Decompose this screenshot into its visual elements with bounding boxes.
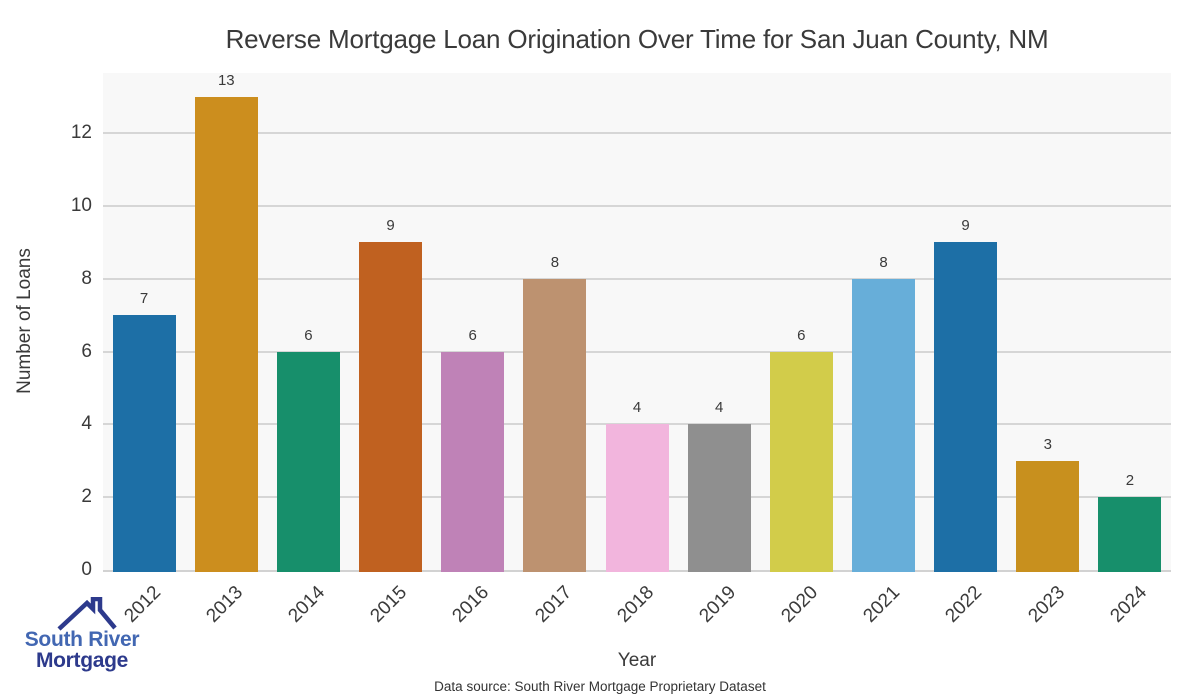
y-tick-label-12: 12 [70, 122, 92, 144]
bar-2015 [359, 242, 422, 572]
bar-value-label-2024: 2 [1125, 472, 1135, 490]
bar-value-label-2020: 6 [797, 326, 806, 344]
bar-2024 [1098, 497, 1162, 572]
x-tick-label-2020: 2020 [777, 582, 823, 627]
y-tick-label-6: 6 [81, 340, 92, 362]
gridline-y-10 [103, 204, 1171, 207]
bar-2020 [769, 351, 833, 572]
y-tick-label-0: 0 [81, 559, 92, 580]
y-tick-label-10: 10 [70, 194, 92, 216]
gridline-y-12 [103, 132, 1171, 135]
bar-value-label-2013: 13 [217, 71, 235, 89]
x-tick-label-2024: 2024 [1106, 582, 1151, 627]
bar-value-label-2014: 6 [304, 326, 313, 344]
bar-2021 [852, 278, 915, 572]
bar-value-label-2022: 9 [961, 217, 970, 235]
bar-value-label-2015: 9 [386, 217, 395, 235]
chart-title: Reverse Mortgage Loan Origination Over T… [225, 24, 1049, 54]
y-tick-label-2: 2 [81, 486, 92, 508]
x-tick-label-2015: 2015 [366, 582, 412, 627]
house-roof-icon [57, 597, 117, 631]
y-tick-label-4: 4 [81, 413, 92, 435]
x-tick-label-2019: 2019 [695, 582, 741, 627]
bar-value-label-2021: 8 [879, 253, 888, 271]
bar-value-label-2023: 3 [1043, 435, 1052, 453]
bar-value-label-2018: 4 [632, 399, 642, 417]
bar-value-label-2012: 7 [139, 290, 149, 308]
bar-2014 [276, 351, 340, 572]
plot-area [103, 73, 1171, 572]
x-tick-label-2013: 2013 [202, 582, 248, 627]
x-tick-label-2022: 2022 [941, 582, 987, 627]
bar-2019 [687, 424, 751, 572]
x-tick-label-2021: 2021 [859, 582, 905, 627]
bar-value-label-2016: 6 [468, 326, 477, 344]
logo-text-mortgage: Mortgage [35, 649, 129, 672]
y-tick-label-8: 8 [81, 267, 92, 289]
bar-2017 [523, 278, 587, 572]
bar-2012 [112, 315, 176, 572]
x-tick-label-2017: 2017 [530, 582, 576, 627]
logo: South River Mortgage [18, 597, 146, 671]
x-axis-label: Year [617, 650, 657, 671]
x-tick-label-2016: 2016 [448, 582, 494, 627]
bar-2023 [1016, 460, 1080, 572]
x-tick-label-2023: 2023 [1023, 582, 1069, 627]
x-tick-label-2018: 2018 [613, 582, 658, 627]
gridline-y-8 [103, 277, 1171, 280]
bar-2018 [605, 424, 669, 572]
data-source-note: Data source: South River Mortgage Propri… [434, 679, 766, 694]
bar-value-label-2017: 8 [550, 253, 560, 271]
x-tick-label-2014: 2014 [284, 582, 330, 627]
bar-2013 [194, 96, 258, 572]
bar-2022 [934, 242, 998, 572]
gridline-y-6 [103, 350, 1171, 353]
logo-text-south-river: South River [24, 628, 140, 651]
bar-value-label-2019: 4 [715, 399, 724, 417]
bar-2016 [441, 351, 505, 572]
